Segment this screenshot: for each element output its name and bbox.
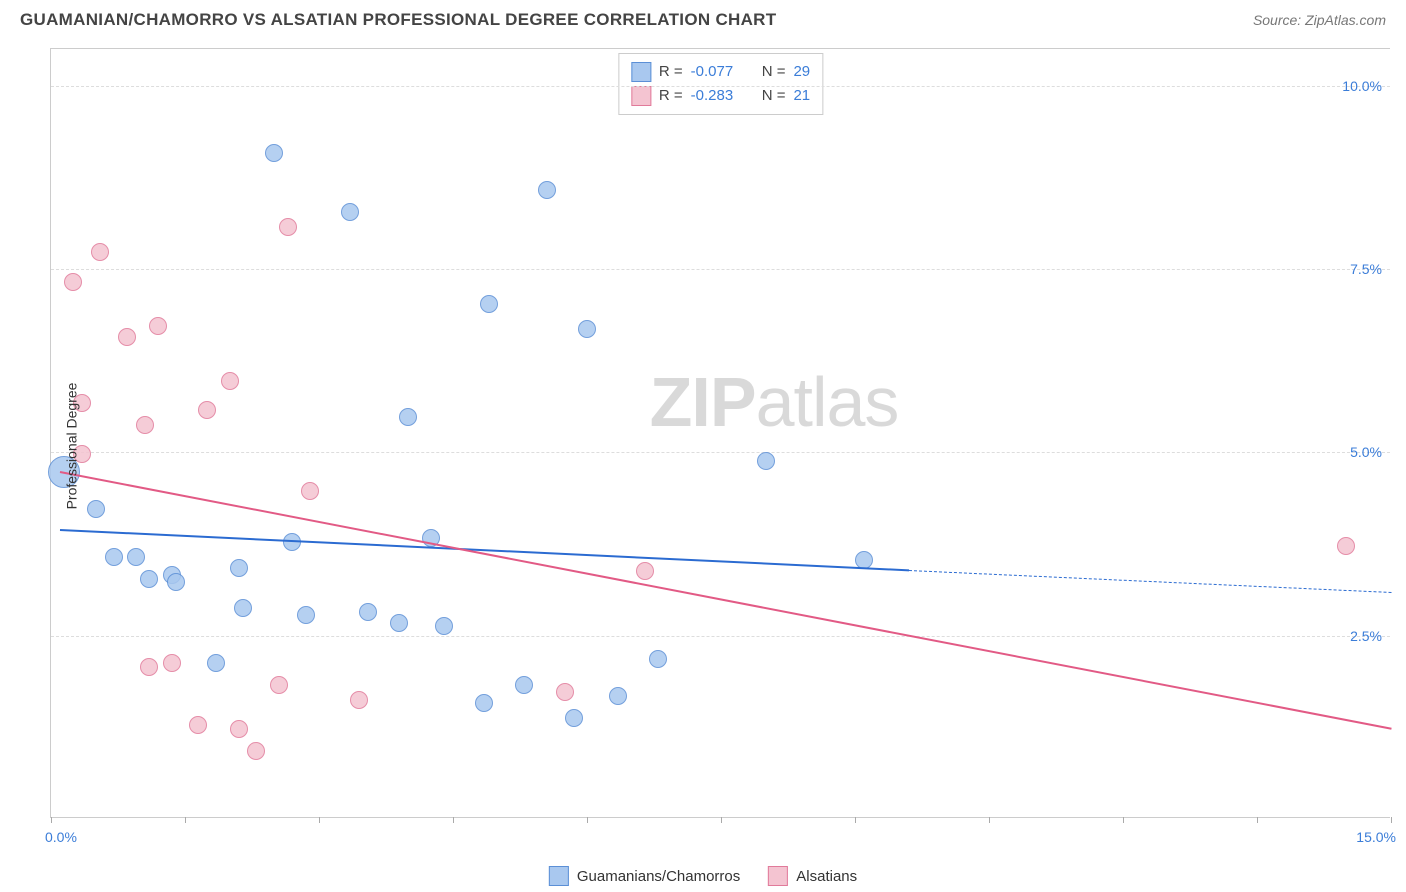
- legend-swatch: [768, 866, 788, 886]
- x-axis-min-label: 0.0%: [45, 829, 77, 845]
- chart-title: GUAMANIAN/CHAMORRO VS ALSATIAN PROFESSIO…: [20, 10, 776, 30]
- x-tick: [185, 817, 186, 823]
- scatter-point: [435, 617, 453, 635]
- x-tick: [1257, 817, 1258, 823]
- gridline: [51, 269, 1390, 270]
- scatter-point: [649, 650, 667, 668]
- scatter-point: [198, 401, 216, 419]
- scatter-point: [127, 548, 145, 566]
- x-tick: [989, 817, 990, 823]
- scatter-point: [1337, 537, 1355, 555]
- y-axis-label: Professional Degree: [63, 383, 79, 510]
- trend-line: [60, 529, 909, 571]
- trend-line: [909, 570, 1391, 593]
- chart-plot-area: ZIPatlas R = -0.077 N = 29R = -0.283 N =…: [50, 48, 1390, 818]
- y-tick-label: 2.5%: [1350, 628, 1382, 644]
- legend-item: Alsatians: [768, 866, 857, 886]
- x-tick: [1123, 817, 1124, 823]
- scatter-point: [359, 603, 377, 621]
- scatter-point: [140, 658, 158, 676]
- y-tick-label: 5.0%: [1350, 444, 1382, 460]
- scatter-point: [230, 559, 248, 577]
- legend-item: Guamanians/Chamorros: [549, 866, 740, 886]
- source-credit: Source: ZipAtlas.com: [1253, 12, 1386, 28]
- y-tick-label: 10.0%: [1342, 78, 1382, 94]
- scatter-point: [301, 482, 319, 500]
- gridline: [51, 636, 1390, 637]
- scatter-point: [149, 317, 167, 335]
- scatter-point: [350, 691, 368, 709]
- scatter-point: [297, 606, 315, 624]
- scatter-point: [480, 295, 498, 313]
- x-tick: [319, 817, 320, 823]
- stats-legend: R = -0.077 N = 29R = -0.283 N = 21: [618, 53, 823, 115]
- gridline: [51, 86, 1390, 87]
- scatter-point: [163, 654, 181, 672]
- x-tick: [587, 817, 588, 823]
- y-tick-label: 7.5%: [1350, 261, 1382, 277]
- stats-legend-row: R = -0.283 N = 21: [631, 84, 810, 108]
- stats-legend-row: R = -0.077 N = 29: [631, 60, 810, 84]
- scatter-point: [140, 570, 158, 588]
- scatter-point: [136, 416, 154, 434]
- scatter-point: [189, 716, 207, 734]
- scatter-point: [105, 548, 123, 566]
- gridline: [51, 452, 1390, 453]
- scatter-point: [609, 687, 627, 705]
- scatter-point: [515, 676, 533, 694]
- scatter-point: [265, 144, 283, 162]
- x-tick: [51, 817, 52, 823]
- scatter-point: [475, 694, 493, 712]
- x-tick: [721, 817, 722, 823]
- scatter-point: [247, 742, 265, 760]
- scatter-point: [91, 243, 109, 261]
- series-legend: Guamanians/Chamorros Alsatians: [549, 866, 857, 886]
- scatter-point: [279, 218, 297, 236]
- legend-label: Guamanians/Chamorros: [577, 868, 740, 885]
- scatter-point: [565, 709, 583, 727]
- scatter-point: [87, 500, 105, 518]
- scatter-point: [757, 452, 775, 470]
- legend-swatch: [631, 86, 651, 106]
- x-tick: [1391, 817, 1392, 823]
- watermark: ZIPatlas: [650, 362, 899, 442]
- x-tick: [855, 817, 856, 823]
- legend-label: Alsatians: [796, 868, 857, 885]
- scatter-point: [556, 683, 574, 701]
- scatter-point: [221, 372, 239, 390]
- scatter-point: [167, 573, 185, 591]
- trend-line: [60, 471, 1391, 730]
- scatter-point: [207, 654, 225, 672]
- scatter-point: [636, 562, 654, 580]
- legend-swatch: [631, 62, 651, 82]
- scatter-point: [234, 599, 252, 617]
- x-axis-max-label: 15.0%: [1356, 829, 1396, 845]
- scatter-point: [270, 676, 288, 694]
- scatter-point: [390, 614, 408, 632]
- legend-swatch: [549, 866, 569, 886]
- scatter-point: [578, 320, 596, 338]
- scatter-point: [538, 181, 556, 199]
- scatter-point: [64, 273, 82, 291]
- scatter-point: [230, 720, 248, 738]
- scatter-point: [341, 203, 359, 221]
- x-tick: [453, 817, 454, 823]
- scatter-point: [399, 408, 417, 426]
- scatter-point: [118, 328, 136, 346]
